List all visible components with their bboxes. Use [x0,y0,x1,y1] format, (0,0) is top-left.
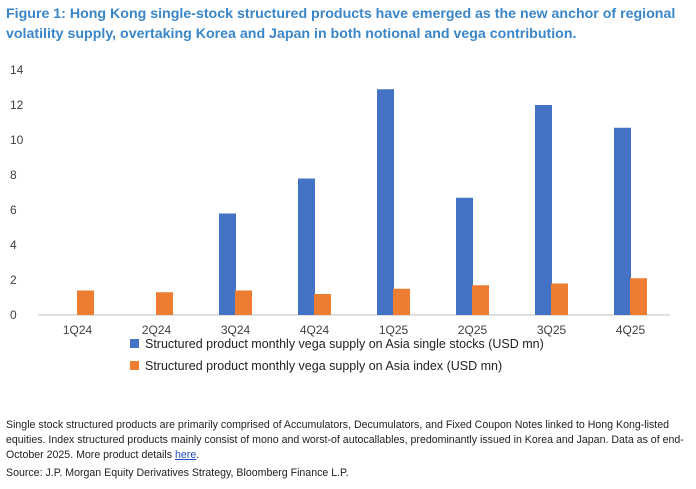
x-tick-label: 4Q25 [616,323,646,337]
x-tick-label: 2Q24 [142,323,172,337]
y-tick-label: 10 [10,133,24,147]
y-tick-label: 12 [10,98,24,112]
legend: Structured product monthly vega supply o… [130,337,544,373]
legend-label-single-stocks: Structured product monthly vega supply o… [145,337,544,351]
y-axis: 0 2 4 6 8 10 12 14 [10,63,24,322]
x-tick-label: 1Q24 [63,323,93,337]
chart-notes: Single stock structured products are pri… [6,418,690,463]
x-tick-label: 4Q24 [300,323,330,337]
x-tick-label: 2Q25 [458,323,488,337]
x-tick-label: 1Q25 [379,323,409,337]
bar-index [551,283,568,315]
notes-end: . [196,449,200,461]
legend-swatch-index [130,361,139,370]
bar-single-stocks [298,178,315,315]
bar-single-stocks [456,197,473,315]
x-axis: 1Q24 2Q24 3Q24 4Q24 1Q25 2Q25 3Q25 4Q25 [38,314,670,337]
x-tick-label: 3Q25 [537,323,567,337]
bar-index [314,294,331,315]
y-tick-label: 14 [10,63,24,77]
bar-index [630,278,647,315]
x-tick-label: 3Q24 [221,323,251,337]
bar-index [235,290,252,315]
bar-index [472,285,489,315]
y-tick-label: 4 [10,238,17,252]
y-tick-label: 0 [10,308,17,322]
y-tick-label: 2 [10,273,17,287]
source-line: Source: J.P. Morgan Equity Derivatives S… [6,467,349,479]
bar-index [393,288,410,315]
bar-single-stocks [377,89,394,315]
bar-single-stocks [535,105,552,315]
bar-index [156,292,173,315]
bars [77,89,647,315]
bar-single-stocks [219,213,236,315]
bar-single-stocks [614,127,631,315]
y-tick-label: 8 [10,168,17,182]
legend-label-index: Structured product monthly vega supply o… [145,359,502,373]
figure-title: Figure 1: Hong Kong single-stock structu… [6,6,676,42]
product-details-link[interactable]: here [175,449,197,461]
notes-text: Single stock structured products are pri… [6,419,684,461]
bar-chart: 0 2 4 6 8 10 12 14 1Q24 2Q24 3Q24 4Q24 1Q25 2Q25 3Q25… [10,63,670,373]
y-tick-label: 6 [10,203,17,217]
bar-index [77,290,94,315]
legend-swatch-single-stocks [130,339,139,348]
